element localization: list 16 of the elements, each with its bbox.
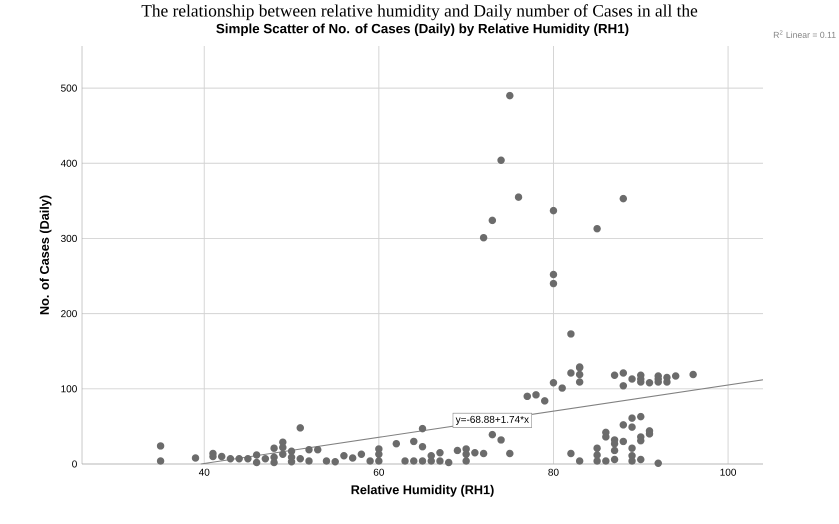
x-tick-label: 40 (198, 468, 210, 476)
x-axis-title: Relative Humidity (RH1) (352, 484, 494, 497)
y-axis-title: No. of Cases (Daily) (40, 196, 52, 314)
annotation: y=-68.88+1.74*x (456, 416, 529, 425)
y-tick-label: 300 (60, 234, 77, 242)
text: R$^{2}$ Linear = 0.11 (774, 30, 836, 38)
chart-title: Simple Scatter of No. of Cases (Daily) by Relative Humidity (RH1) (216, 24, 628, 36)
y-tick-label: 0 (72, 460, 77, 468)
text: The relationship between relative humidity and Daily number of Cases in all the (142, 4, 698, 20)
y-tick-label: 400 (60, 160, 77, 167)
x-tick-label: 100 (720, 468, 736, 476)
y-tick-label: 500 (61, 84, 77, 92)
x-tick-label: 60 (374, 468, 384, 476)
y-tick-label: 100 (61, 385, 77, 392)
x-tick-label: 80 (548, 468, 559, 476)
y-tick-label: 200 (61, 310, 77, 318)
